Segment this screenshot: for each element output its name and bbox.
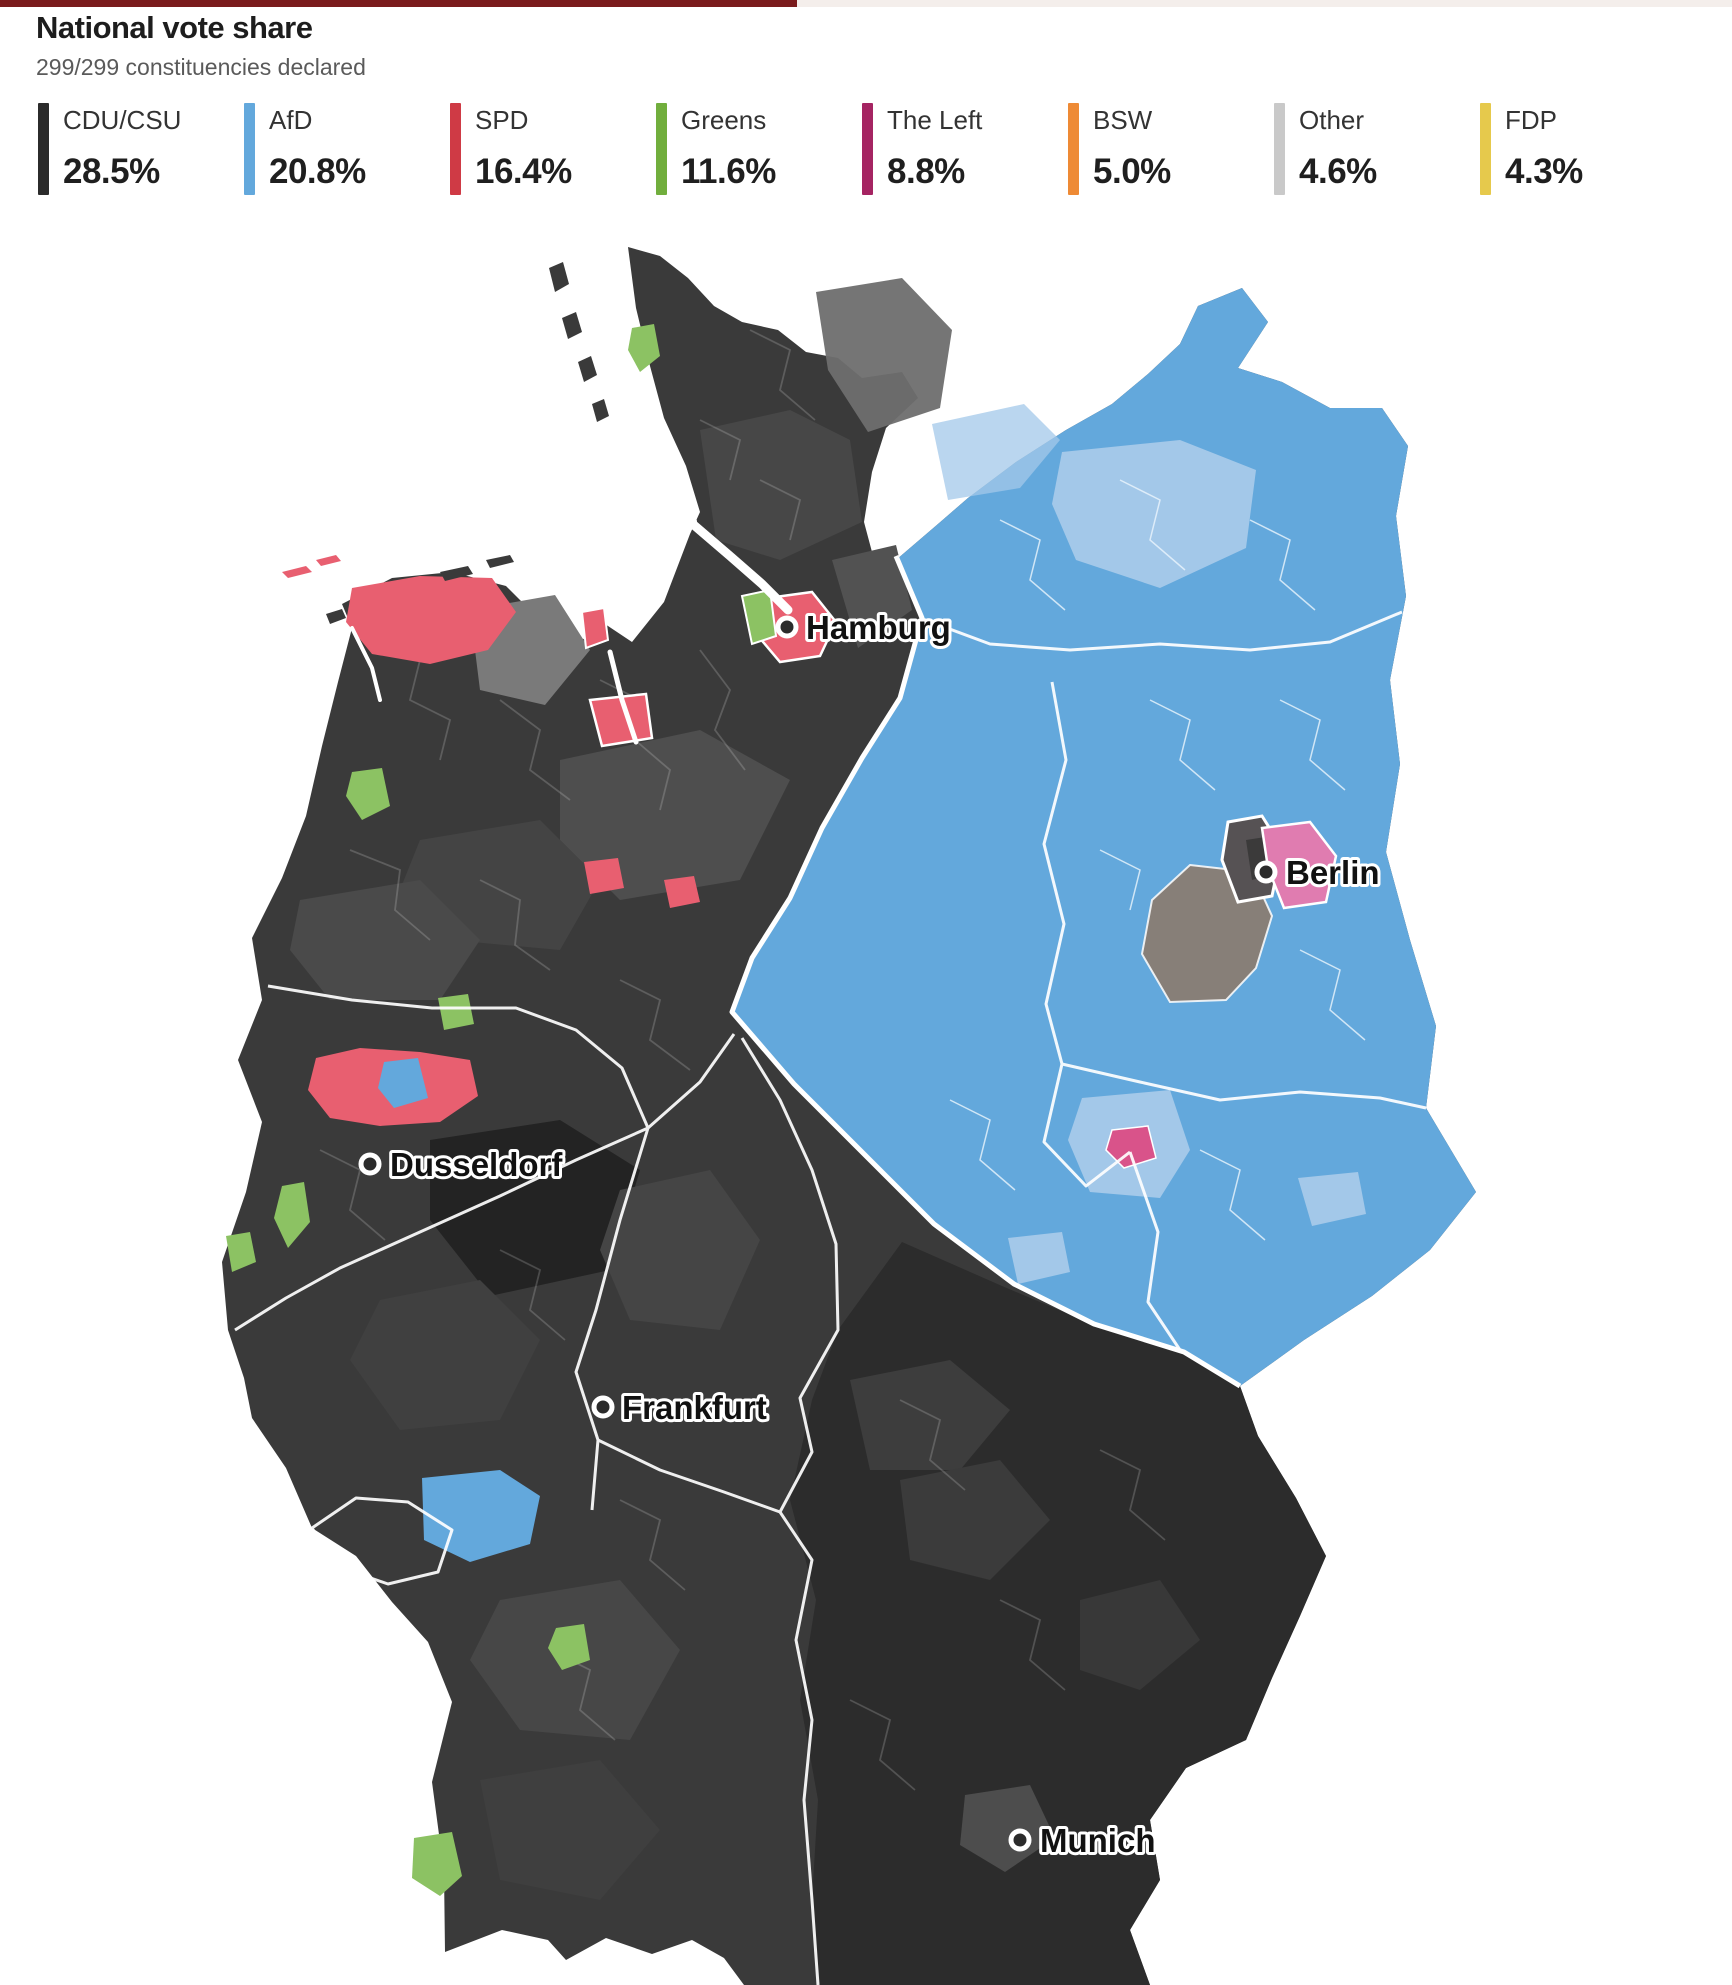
legend-party-value: 4.3%	[1505, 152, 1583, 191]
legend-item-spd: SPD 16.4%	[450, 103, 656, 195]
green-hamburg	[740, 588, 778, 646]
results-progress-fill	[0, 0, 797, 7]
munich-dot	[1008, 1828, 1032, 1852]
legend-swatch-greens	[656, 103, 667, 195]
legend-party-label: Other	[1299, 105, 1365, 135]
page-subtitle: 299/299 constituencies declared	[36, 54, 366, 80]
frankfurt-label: Frankfurt	[622, 1389, 767, 1426]
rivers	[350, 515, 793, 745]
green-munster	[346, 768, 390, 820]
legend-party-label: Greens	[681, 105, 767, 135]
green-flensburg	[628, 324, 660, 372]
berlin-cluster	[1220, 814, 1338, 910]
east-constituency-lines	[949, 479, 1366, 1241]
green-cologne	[274, 1182, 310, 1248]
legend-swatch-left	[862, 103, 873, 195]
legend-item-bsw: BSW 5.0%	[1068, 103, 1274, 195]
legend-party-value: 20.8%	[269, 152, 366, 191]
legend-party-value: 11.6%	[681, 152, 776, 191]
legend-item-cdu: CDU/CSU 28.5%	[38, 103, 244, 195]
state-borders	[234, 610, 1427, 1985]
legend-party-value: 28.5%	[63, 152, 160, 191]
afd-west-constituencies	[378, 1058, 540, 1562]
legend-swatch-fdp	[1480, 103, 1491, 195]
berlin-dot	[1254, 860, 1278, 884]
berlin-label: Berlin	[1286, 854, 1380, 891]
legend-item-other: Other 4.6%	[1274, 103, 1480, 195]
legend-swatch-bsw	[1068, 103, 1079, 195]
hamburg-label: Hamburg	[806, 609, 951, 646]
munich-label: Munich	[1040, 1822, 1155, 1859]
legend-party-value: 8.8%	[887, 152, 965, 191]
elbe-river	[683, 515, 793, 615]
green-aachen	[226, 1232, 256, 1272]
legend-party-label: The Left	[887, 105, 983, 135]
spd-bremen	[588, 692, 654, 748]
ems-river	[350, 626, 382, 702]
results-progress-track	[0, 0, 1732, 7]
legend-swatch-other	[1274, 103, 1285, 195]
region-east-afd	[732, 288, 1476, 1386]
legend-party-label: BSW	[1093, 105, 1153, 135]
legend-party-label: CDU/CSU	[63, 105, 182, 135]
spd-wilhelmshaven	[580, 606, 610, 650]
legend-item-greens: Greens 11.6%	[656, 103, 862, 195]
legend-party-label: FDP	[1505, 105, 1557, 135]
green-constituencies	[226, 324, 778, 1896]
left-leipzig	[1105, 1125, 1157, 1169]
afd-gelsenkirchen	[378, 1058, 428, 1108]
legend-party-label: SPD	[475, 105, 529, 135]
legend-swatch-spd	[450, 103, 461, 195]
legend-party-value: 5.0%	[1093, 152, 1171, 191]
west-shade-patches	[290, 278, 1200, 1900]
page-title: National vote share	[36, 10, 313, 45]
legend-item-afd: AfD 20.8%	[244, 103, 450, 195]
vote-share-legend: CDU/CSU 28.5% AfD 20.8% SPD 16.4% Greens…	[38, 103, 1686, 195]
legend-party-value: 16.4%	[475, 152, 572, 191]
green-karlsruhe	[548, 1624, 590, 1670]
legend-swatch-cdu	[38, 103, 49, 195]
afd-kaiserslautern	[422, 1470, 540, 1562]
legend-party-value: 4.6%	[1299, 152, 1377, 191]
legend-swatch-afd	[244, 103, 255, 195]
legend-party-label: AfD	[269, 105, 313, 135]
city-markers: Hamburg Berlin Dusseldorf Frankfurt Muni…	[358, 606, 1383, 1862]
frankfurt-dot	[591, 1395, 615, 1419]
dusseldorf-label: Dusseldorf	[390, 1146, 563, 1183]
green-freiburg	[412, 1832, 462, 1896]
dusseldorf-dot	[358, 1152, 382, 1176]
legend-item-left: The Left 8.8%	[862, 103, 1068, 195]
weser-river	[607, 649, 639, 745]
west-constituency-lines	[319, 329, 1166, 1791]
islands	[326, 262, 609, 624]
spd-east-frisia	[346, 576, 516, 664]
header: National vote share 299/299 constituenci…	[36, 10, 366, 81]
east-west-divide-line	[729, 555, 1242, 1389]
hamburg-dot	[775, 615, 799, 639]
legend-item-fdp: FDP 4.3%	[1480, 103, 1686, 195]
